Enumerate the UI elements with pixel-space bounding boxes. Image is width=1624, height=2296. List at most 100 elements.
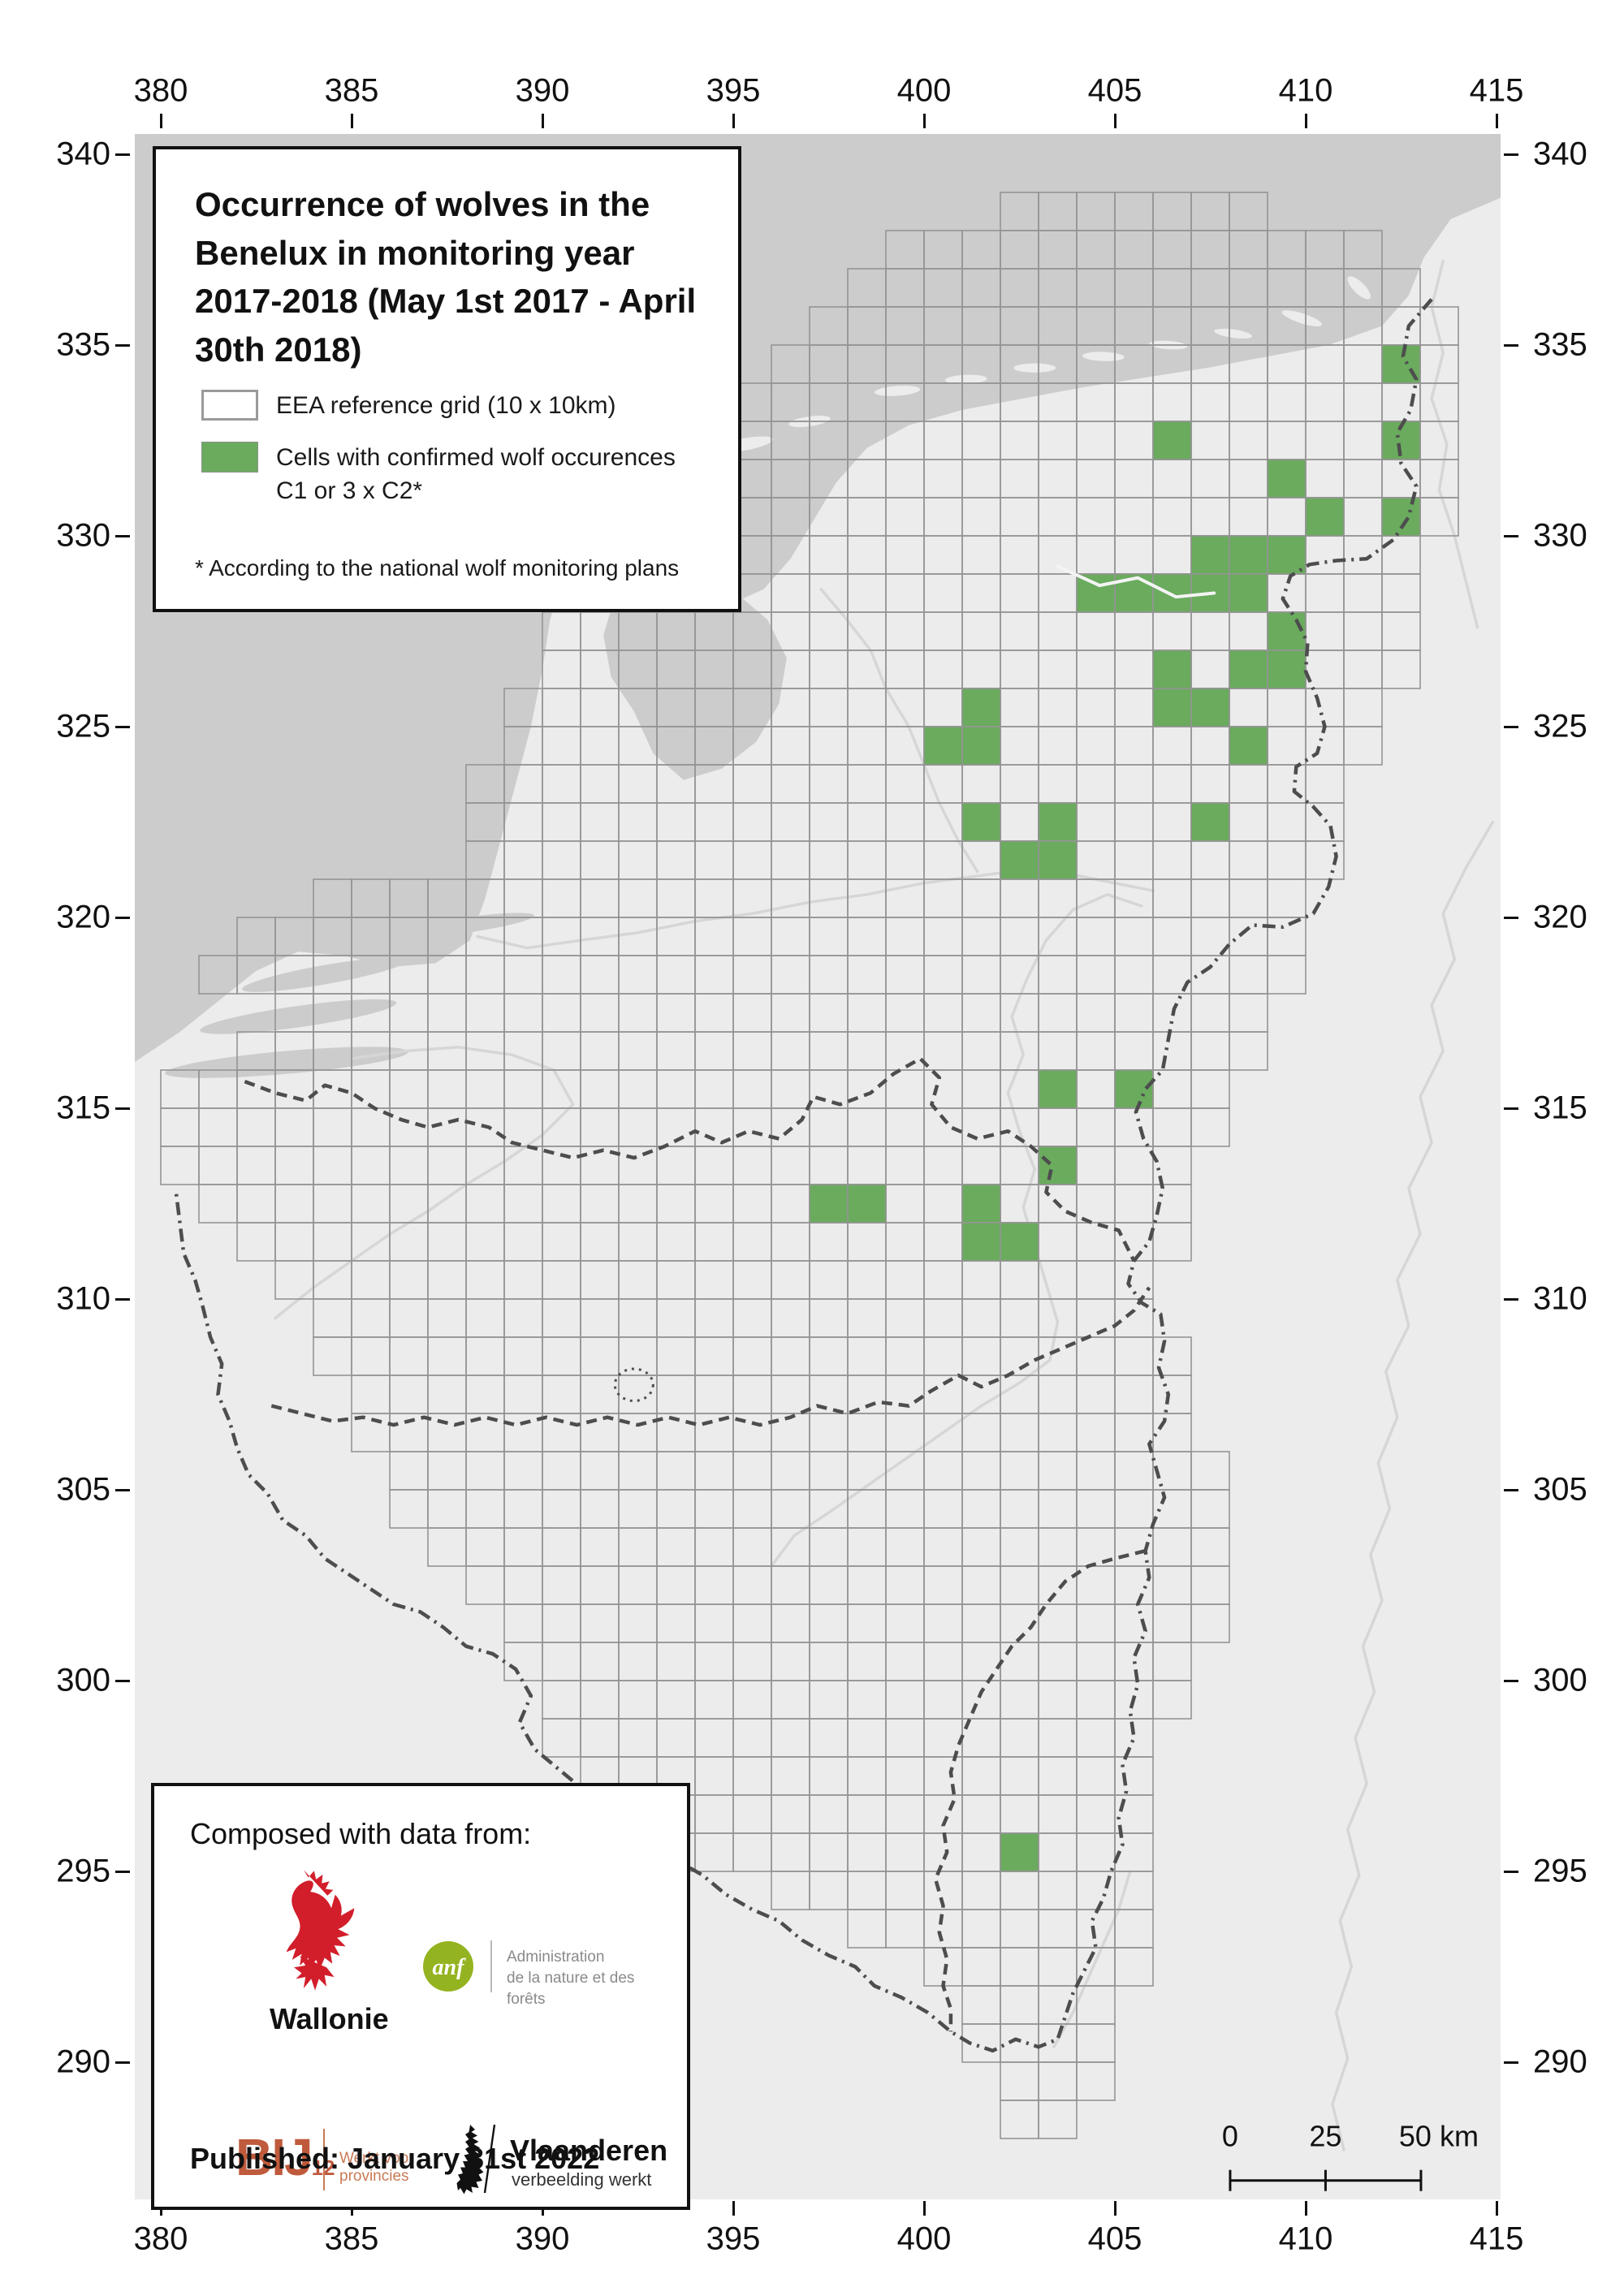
y-axis-tick-left: [115, 1489, 130, 1491]
island-shape: [1082, 352, 1125, 361]
y-axis-label-right: 295: [1533, 1853, 1587, 1889]
bij12-tagline: Werkt voor provincies: [339, 2150, 414, 2185]
scalebar-label: 25: [1309, 2120, 1341, 2153]
wolf-occurrence-cell: [961, 726, 1001, 766]
wallonie-rooster-icon: [286, 1870, 355, 1991]
wolf-occurrence-cell: [961, 802, 1001, 842]
wolf-occurrence-cell: [1152, 421, 1192, 460]
wolf-cells-swatch: [201, 442, 258, 473]
y-axis-label-right: 325: [1533, 708, 1587, 744]
legend-item-grid-label: EEA reference grid (10 x 10km): [276, 392, 616, 419]
x-axis-tick-bottom: [1305, 2201, 1307, 2216]
y-axis-tick-left: [115, 1871, 130, 1873]
wolf-occurrence-cell: [809, 1184, 849, 1224]
island-shape: [1013, 363, 1056, 373]
border-brussels-region: [613, 1367, 654, 1402]
y-axis-label-right: 300: [1533, 1662, 1587, 1698]
y-axis-tick-right: [1504, 344, 1518, 347]
x-axis-tick-top: [1496, 114, 1498, 128]
x-axis-label-top: 395: [706, 72, 761, 109]
x-axis-tick-bottom: [923, 2201, 926, 2216]
y-axis-label-right: 330: [1533, 517, 1587, 554]
y-axis-tick-left: [115, 153, 130, 156]
river-line-light: [1056, 564, 1216, 599]
legend-box: Occurrence of wolves in the Benelux in m…: [153, 146, 741, 612]
y-axis-tick-left: [115, 726, 130, 728]
y-axis-label-left: 335: [56, 326, 110, 363]
wolf-occurrence-cell: [1152, 688, 1192, 727]
wolf-occurrence-cell: [1152, 650, 1192, 689]
wolf-occurrence-cell: [1267, 611, 1307, 651]
y-axis-tick-right: [1504, 1871, 1518, 1873]
grid-cell: [1190, 1603, 1230, 1643]
bij12-separator: [323, 2129, 325, 2190]
x-axis-label-bottom: 405: [1087, 2220, 1142, 2257]
grid-cell: [1190, 1107, 1230, 1147]
anf-circle-icon: anf: [423, 1941, 473, 1992]
sources-box: Composed with data from: Wallonie anf Ad…: [151, 1783, 690, 2210]
x-axis-label-bottom: 380: [133, 2220, 188, 2257]
wolf-occurrence-cell: [1267, 535, 1307, 575]
x-axis-label-bottom: 415: [1469, 2220, 1524, 2257]
scalebar-label: 50 km: [1399, 2120, 1479, 2153]
wolf-occurrence-cell: [1267, 650, 1307, 689]
y-axis-label-left: 290: [56, 2044, 110, 2080]
grid-cell: [1343, 726, 1383, 766]
x-axis-label-top: 400: [896, 72, 952, 109]
y-axis-label-left: 305: [56, 1471, 110, 1508]
legend-item-grid: EEA reference grid (10 x 10km): [201, 390, 698, 423]
x-axis-tick-top: [351, 114, 353, 128]
island-shape: [1347, 276, 1371, 300]
sources-heading: Composed with data from:: [190, 1817, 532, 1850]
y-axis-label-left: 315: [56, 1090, 110, 1126]
wolf-occurrence-cell: [1190, 535, 1230, 575]
y-axis-tick-right: [1504, 1107, 1518, 1110]
wolf-occurrence-cell: [1076, 573, 1116, 613]
anf-logo: anf Administration de la nature et des f…: [422, 1940, 666, 2013]
grid-cell: [1076, 2061, 1116, 2101]
x-axis-tick-top: [1114, 114, 1116, 128]
vlaanderen-tagline: verbeelding werkt: [512, 2169, 652, 2190]
wolf-occurrence-cell: [1190, 688, 1230, 727]
y-axis-label-right: 335: [1533, 326, 1587, 363]
x-axis-label-bottom: 400: [896, 2220, 952, 2257]
border-nl-be: [244, 1056, 1136, 1262]
wolf-occurrence-cell: [1038, 802, 1078, 842]
y-axis-label-left: 340: [56, 136, 110, 172]
grid-cell: [1152, 1680, 1192, 1720]
y-axis-label-right: 315: [1533, 1090, 1587, 1126]
y-axis-tick-left: [115, 535, 130, 537]
legend-item-cells: Cells with confirmed wolf occurences C1 …: [201, 442, 698, 507]
x-axis-tick-top: [1305, 114, 1307, 128]
vlaanderen-lion-icon: [456, 2124, 496, 2195]
island-shape: [1214, 328, 1252, 339]
wallonie-name: Wallonie: [270, 2002, 389, 2035]
legend-footnote: * According to the national wolf monitor…: [195, 555, 680, 580]
wolf-cells: [809, 344, 1421, 1872]
wolf-occurrence-cell: [1229, 573, 1268, 613]
wolf-occurrence-cell: [1038, 1069, 1078, 1109]
wolf-occurrence-cell: [1000, 840, 1039, 880]
wolf-occurrence-cell: [1038, 840, 1078, 880]
y-axis-tick-left: [115, 2061, 130, 2064]
published-date: Published: January 31st 2022: [190, 2142, 600, 2175]
island-shape: [944, 374, 987, 385]
y-axis-tick-right: [1504, 726, 1518, 728]
vlaanderen-logo: Vlaanderen verbeelding werkt: [453, 2124, 689, 2208]
x-axis-tick-top: [732, 114, 735, 128]
y-axis-label-right: 310: [1533, 1280, 1587, 1317]
wolf-occurrence-cell: [1038, 1146, 1078, 1185]
x-axis-label-bottom: 410: [1278, 2220, 1333, 2257]
wolf-occurrence-cell: [1267, 459, 1307, 498]
y-axis-tick-left: [115, 1107, 130, 1110]
estuary-shape: [200, 999, 397, 1034]
x-axis-label-top: 385: [324, 72, 379, 109]
x-axis-tick-top: [542, 114, 544, 128]
y-axis-tick-left: [115, 344, 130, 347]
y-axis-tick-right: [1504, 1298, 1518, 1301]
x-axis-label-top: 405: [1087, 72, 1142, 109]
y-axis-label-left: 325: [56, 708, 110, 744]
border-flanders-wallonia: [270, 1286, 1151, 1427]
y-axis-label-left: 320: [56, 899, 110, 935]
